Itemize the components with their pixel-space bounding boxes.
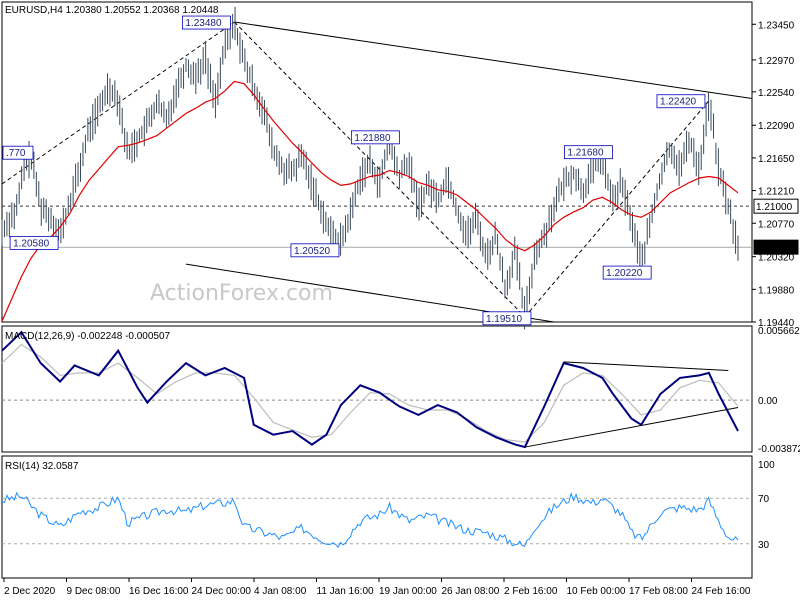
swing-label: 1.21680 (567, 148, 604, 159)
swing-label: 1.23480 (185, 18, 222, 29)
price-y-tick-label: 1.21210 (758, 187, 795, 198)
swing-label: 1.21880 (354, 133, 391, 144)
macd-main-line (1, 330, 739, 449)
macd-header: MACD(12,26,9) -0.002248 -0.000507 (5, 331, 171, 342)
price-y-tick-label: 1.23450 (758, 20, 795, 31)
rsi-y-tick-label: 70 (758, 494, 770, 505)
swing-label-box (602, 265, 652, 280)
price-y-tick-label: 1.20770 (758, 219, 795, 230)
x-tick-label: 17 Feb 08:00 (629, 586, 688, 597)
swing-label: 1.20520 (294, 246, 331, 257)
rsi-y-tick-label: 30 (758, 540, 770, 551)
level-box (753, 198, 799, 214)
swing-label-box (656, 94, 706, 109)
macd-support-line (524, 407, 739, 448)
price-y-tick-label: 1.22090 (758, 121, 795, 132)
dashed-trend-up-2 (524, 100, 710, 318)
swing-label: 1.19510 (486, 314, 523, 325)
swing-label-box (482, 311, 532, 326)
x-tick-label: 2 Feb 16:00 (504, 586, 558, 597)
rsi-line (1, 491, 739, 549)
x-tick-label: 10 Feb 00:00 (567, 586, 626, 597)
macd-resistance-line (563, 361, 729, 371)
upper-channel-line (234, 21, 753, 100)
swing-label: 1.22420 (660, 97, 697, 108)
watermark: ActionForex.com (150, 281, 333, 306)
price-y-tick-label: 1.19880 (758, 285, 795, 296)
panel-frame-rsi (1, 455, 753, 579)
x-tick-label: 11 Jan 16:00 (317, 586, 375, 597)
macd-y-tick-label: 0.005662 (758, 326, 800, 337)
current-price-box (753, 239, 799, 255)
price-y-tick-label: 1.22540 (758, 88, 795, 99)
swing-label-box (9, 235, 59, 250)
rsi-header: RSI(14) 32.0587 (5, 461, 79, 472)
rsi-y-tick-label: 100 (758, 460, 775, 471)
level-label: 1.21000 (756, 202, 793, 213)
swing-label-box (2, 145, 34, 160)
x-tick-label: 2 Dec 2020 (4, 586, 56, 597)
x-tick-label: 4 Jan 08:00 (254, 586, 307, 597)
price-y-tick-label: 1.19440 (758, 318, 795, 329)
macd-signal-line (1, 343, 739, 443)
swing-label-box (564, 145, 613, 160)
swing-label: 1.20220 (606, 268, 643, 279)
swing-label-box (290, 243, 340, 258)
price-y-tick-label: 1.22970 (758, 56, 795, 67)
swing-label-box (182, 15, 231, 30)
x-tick-label: 16 Dec 16:00 (129, 586, 189, 597)
x-tick-label: 24 Dec 00:00 (192, 586, 252, 597)
macd-y-tick-label: 0.00 (758, 396, 778, 407)
swing-label-box (350, 130, 400, 145)
price-y-tick-label: 1.21650 (758, 154, 795, 165)
price-y-tick-label: 1.20320 (758, 253, 795, 264)
swing-label: 1.20580 (13, 238, 50, 249)
panel-frame-macd (1, 325, 753, 453)
current-price-label: 1.20448 (756, 243, 793, 254)
x-tick-label: 26 Jan 08:00 (442, 586, 500, 597)
price-header: EURUSD,H4 1.20380 1.20552 1.20368 1.2044… (5, 5, 219, 16)
x-tick-label: 24 Feb 16:00 (692, 586, 751, 597)
dashed-trend-up (1, 21, 235, 185)
macd-y-tick-label: -0.003872 (758, 444, 800, 455)
swing-label: .770 (6, 148, 26, 159)
x-tick-label: 9 Dec 08:00 (67, 586, 121, 597)
x-tick-label: 19 Jan 00:00 (379, 586, 437, 597)
moving-average-line (1, 80, 739, 322)
